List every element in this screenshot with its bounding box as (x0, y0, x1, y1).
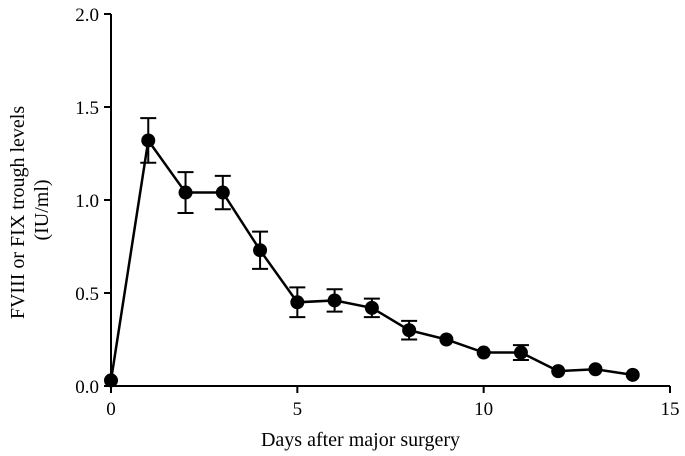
y-tick-label: 1.0 (75, 191, 99, 212)
data-point (513, 345, 528, 360)
data-point (551, 364, 566, 379)
y-tick-label: 0.0 (75, 377, 99, 398)
x-axis-label: Days after major surgery (261, 429, 460, 451)
y-tick-label: 0.5 (75, 284, 99, 305)
y-axis-label-line-2: (IU/ml) (31, 179, 53, 240)
data-point (178, 185, 193, 200)
data-point (104, 373, 118, 388)
data-point (588, 362, 603, 377)
x-tick-label: 5 (293, 399, 303, 420)
y-tick-label: 2.0 (75, 5, 99, 26)
x-tick-label: 0 (106, 399, 116, 420)
ticks: 0.0 0.5 1.0 1.5 2.0 0 5 10 15 (75, 5, 679, 420)
data-point (402, 323, 417, 338)
x-tick-label: 10 (474, 399, 493, 420)
y-axis-label-line-1: FVIII or FIX trough levels (7, 106, 29, 320)
y-tick-label: 1.5 (75, 98, 99, 119)
data-point (625, 367, 640, 382)
series-group (104, 117, 640, 388)
series-line (109, 137, 633, 381)
data-point (476, 345, 491, 360)
y-axis-label: FVIII or FIX trough levels (IU/ml) (7, 101, 53, 319)
data-point (364, 300, 379, 315)
data-point (253, 243, 268, 258)
axes (110, 14, 670, 387)
data-point (141, 133, 156, 148)
x-tick-label: 15 (661, 399, 680, 420)
data-point (215, 185, 230, 200)
data-point (327, 293, 342, 308)
data-point (290, 295, 305, 310)
data-point (439, 332, 454, 347)
